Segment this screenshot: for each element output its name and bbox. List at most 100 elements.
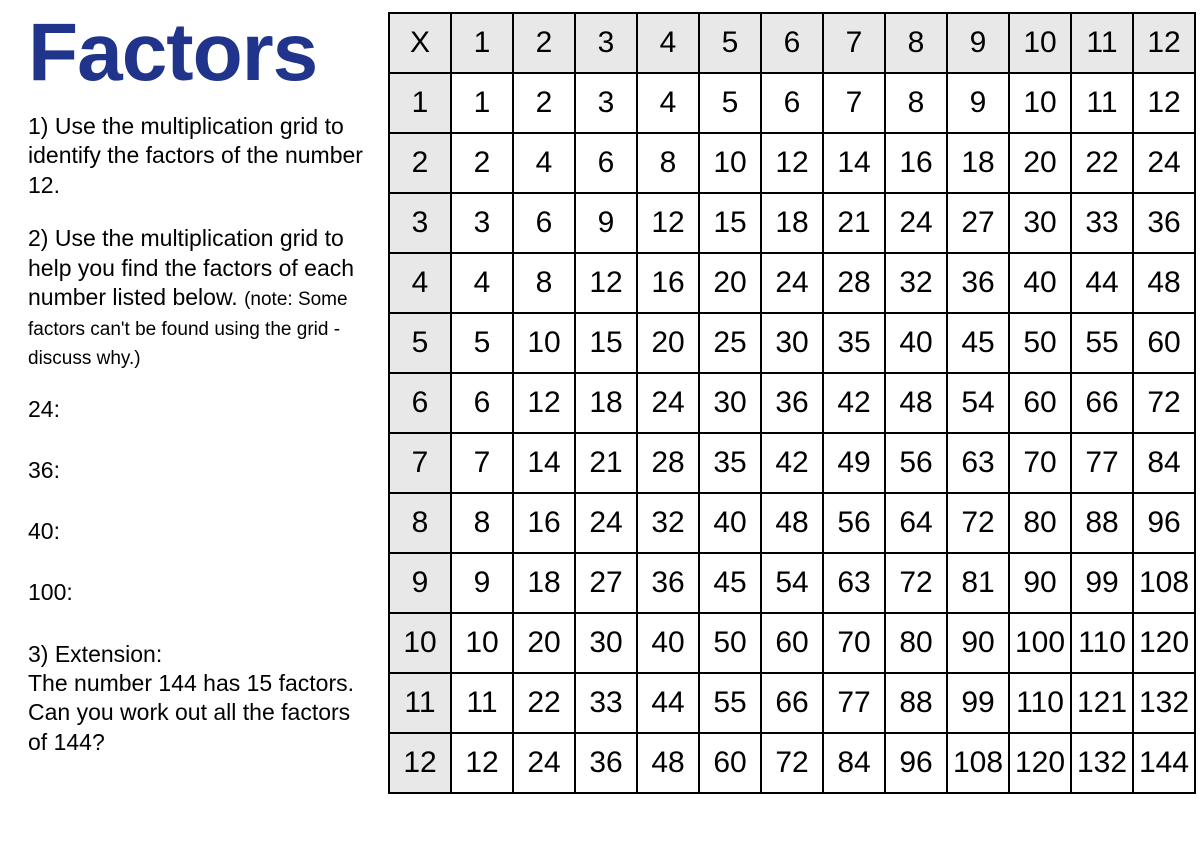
grid-cell: 44 xyxy=(637,673,699,733)
grid-cell: 22 xyxy=(1071,133,1133,193)
grid-cell: 32 xyxy=(885,253,947,313)
grid-cell: 33 xyxy=(1071,193,1133,253)
grid-cell: 80 xyxy=(1009,493,1071,553)
grid-cell: 90 xyxy=(947,613,1009,673)
grid-cell: 21 xyxy=(823,193,885,253)
grid-cell: 24 xyxy=(575,493,637,553)
grid-cell: 56 xyxy=(885,433,947,493)
grid-cell: 110 xyxy=(1071,613,1133,673)
grid-cell: 30 xyxy=(575,613,637,673)
grid-cell: 120 xyxy=(1133,613,1195,673)
grid-cell: 66 xyxy=(761,673,823,733)
grid-cell: 20 xyxy=(1009,133,1071,193)
grid-cell: 18 xyxy=(947,133,1009,193)
grid-cell: 24 xyxy=(637,373,699,433)
grid-cell: 6 xyxy=(761,73,823,133)
grid-cell: 60 xyxy=(761,613,823,673)
grid-cell: 35 xyxy=(699,433,761,493)
grid-cell: 6 xyxy=(513,193,575,253)
grid-cell: 30 xyxy=(699,373,761,433)
grid-cell: 5 xyxy=(451,313,513,373)
multiplication-grid: X123456789101112112345678910111222468101… xyxy=(388,12,1196,794)
grid-cell: 49 xyxy=(823,433,885,493)
question-3: 3) Extension: The number 144 has 15 fact… xyxy=(28,640,370,758)
grid-row-header: 3 xyxy=(389,193,451,253)
grid-cell: 55 xyxy=(1071,313,1133,373)
grid-row-header: 12 xyxy=(389,733,451,793)
grid-cell: 72 xyxy=(1133,373,1195,433)
question-3-label: 3) Extension: xyxy=(28,641,162,667)
grid-cell: 121 xyxy=(1071,673,1133,733)
grid-cell: 8 xyxy=(451,493,513,553)
grid-row-header: 1 xyxy=(389,73,451,133)
grid-cell: 25 xyxy=(699,313,761,373)
grid-cell: 28 xyxy=(637,433,699,493)
grid-row-header: 4 xyxy=(389,253,451,313)
grid-cell: 12 xyxy=(1133,73,1195,133)
grid-cell: 20 xyxy=(637,313,699,373)
grid-cell: 11 xyxy=(1071,73,1133,133)
grid-row-header: 6 xyxy=(389,373,451,433)
grid-row-header: 5 xyxy=(389,313,451,373)
question-1: 1) Use the multiplication grid to identi… xyxy=(28,112,370,200)
grid-cell: 96 xyxy=(885,733,947,793)
grid-cell: 9 xyxy=(947,73,1009,133)
grid-cell: 120 xyxy=(1009,733,1071,793)
grid-cell: 42 xyxy=(761,433,823,493)
grid-row-header: 11 xyxy=(389,673,451,733)
grid-cell: 50 xyxy=(1009,313,1071,373)
grid-col-header: 3 xyxy=(575,13,637,73)
grid-cell: 14 xyxy=(513,433,575,493)
grid-cell: 27 xyxy=(575,553,637,613)
answer-line-40: 40: xyxy=(28,518,370,545)
page-title: Factors xyxy=(28,12,370,94)
grid-cell: 20 xyxy=(699,253,761,313)
grid-cell: 32 xyxy=(637,493,699,553)
grid-cell: 35 xyxy=(823,313,885,373)
grid-cell: 90 xyxy=(1009,553,1071,613)
grid-cell: 56 xyxy=(823,493,885,553)
grid-cell: 88 xyxy=(1071,493,1133,553)
grid-cell: 21 xyxy=(575,433,637,493)
grid-cell: 3 xyxy=(451,193,513,253)
grid-cell: 48 xyxy=(1133,253,1195,313)
grid-cell: 2 xyxy=(451,133,513,193)
grid-cell: 77 xyxy=(1071,433,1133,493)
grid-cell: 1 xyxy=(451,73,513,133)
grid-cell: 4 xyxy=(513,133,575,193)
grid-cell: 60 xyxy=(1009,373,1071,433)
grid-cell: 36 xyxy=(637,553,699,613)
grid-cell: 84 xyxy=(1133,433,1195,493)
grid-cell: 44 xyxy=(1071,253,1133,313)
grid-row-header: 2 xyxy=(389,133,451,193)
grid-cell: 48 xyxy=(761,493,823,553)
grid-row-header: 10 xyxy=(389,613,451,673)
grid-cell: 72 xyxy=(885,553,947,613)
grid-cell: 16 xyxy=(513,493,575,553)
grid-cell: 16 xyxy=(885,133,947,193)
grid-cell: 12 xyxy=(575,253,637,313)
grid-cell: 66 xyxy=(1071,373,1133,433)
grid-cell: 96 xyxy=(1133,493,1195,553)
grid-col-header: 4 xyxy=(637,13,699,73)
grid-col-header: 8 xyxy=(885,13,947,73)
grid-cell: 22 xyxy=(513,673,575,733)
grid-cell: 12 xyxy=(513,373,575,433)
grid-cell: 48 xyxy=(885,373,947,433)
grid-cell: 24 xyxy=(885,193,947,253)
grid-cell: 55 xyxy=(699,673,761,733)
grid-cell: 132 xyxy=(1071,733,1133,793)
grid-cell: 7 xyxy=(451,433,513,493)
grid-cell: 40 xyxy=(1009,253,1071,313)
question-2: 2) Use the multiplication grid to help y… xyxy=(28,224,370,371)
grid-cell: 54 xyxy=(947,373,1009,433)
grid-cell: 4 xyxy=(637,73,699,133)
grid-cell: 63 xyxy=(947,433,1009,493)
grid-cell: 18 xyxy=(513,553,575,613)
grid-cell: 100 xyxy=(1009,613,1071,673)
grid-cell: 88 xyxy=(885,673,947,733)
grid-cell: 18 xyxy=(575,373,637,433)
instructions-column: Factors 1) Use the multiplication grid t… xyxy=(28,12,388,829)
answer-line-36: 36: xyxy=(28,457,370,484)
grid-cell: 48 xyxy=(637,733,699,793)
